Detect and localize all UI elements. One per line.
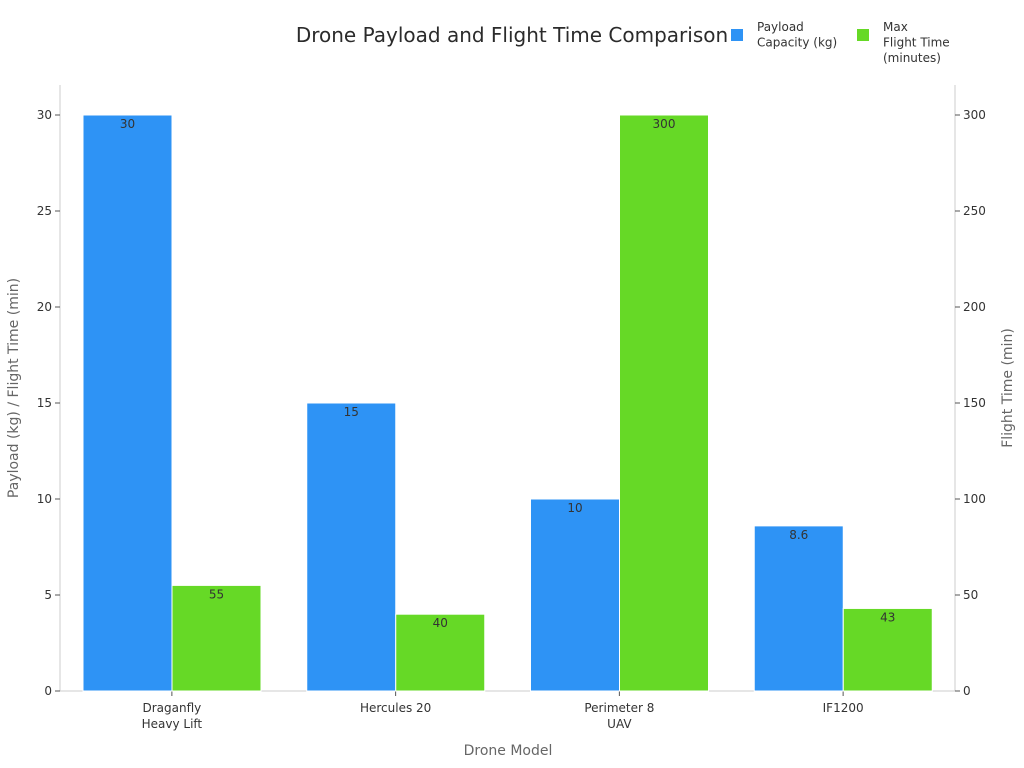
y-tick-label-left: 0 (44, 684, 52, 698)
y-tick-label-left: 20 (37, 300, 52, 314)
data-label-series-1-0: 55 (209, 587, 224, 601)
y-tick-label-right: 300 (963, 108, 986, 122)
y-tick-label-right: 100 (963, 492, 986, 506)
y-tick-label-right: 200 (963, 300, 986, 314)
x-tick-label: Hercules 20 (360, 701, 431, 715)
y-tick-label-right: 0 (963, 684, 971, 698)
bars: 30 55 15 40 10 300 8.6 43 (82, 114, 933, 692)
y-tick-label-left: 15 (37, 396, 52, 410)
bar-series-1-1 (395, 613, 486, 692)
bar-series-0-2 (530, 498, 620, 692)
y-tick-label-left: 30 (37, 108, 52, 122)
x-tick-label: Perimeter 8 UAV (584, 701, 654, 731)
data-label-series-1-1: 40 (433, 616, 448, 630)
y-axis-label-left: Payload (kg) / Flight Time (min) (6, 278, 22, 498)
y-tick-label-left: 10 (37, 492, 52, 506)
bar-series-0-1 (306, 402, 397, 692)
y-tick-label-right: 250 (963, 204, 986, 218)
legend-label-0: Payload Capacity (kg) (757, 20, 837, 50)
bar-series-0-3 (753, 525, 844, 692)
bar-series-1-3 (842, 607, 933, 692)
x-tick-label: Draganfly Heavy Lift (142, 701, 203, 731)
data-label-series-0-2: 10 (567, 501, 582, 515)
bar-series-0-0 (82, 114, 173, 692)
x-axis-label: Drone Model (464, 743, 553, 759)
bar-series-1-2 (619, 114, 709, 692)
data-label-series-0-3: 8.6 (789, 528, 808, 542)
chart-title: Drone Payload and Flight Time Comparison (296, 23, 728, 47)
legend: Payload Capacity (kg) Max Flight Time (minut… (731, 20, 950, 65)
y-tick-label-left: 25 (37, 204, 52, 218)
y-tick-label-left: 5 (44, 588, 52, 602)
data-label-series-0-0: 30 (120, 117, 135, 131)
data-label-series-1-3: 43 (880, 610, 895, 624)
y-tick-label-right: 150 (963, 396, 986, 410)
data-label-series-1-2: 300 (653, 117, 676, 131)
legend-swatch-1 (857, 29, 869, 41)
legend-swatch-0 (731, 29, 743, 41)
y-axis-label-right: Flight Time (min) (1000, 328, 1016, 448)
y-tick-label-right: 50 (963, 588, 978, 602)
legend-label-1: Max Flight Time (minutes) (883, 20, 950, 65)
x-tick-label: IF1200 (823, 701, 864, 715)
data-label-series-0-1: 15 (344, 405, 359, 419)
bar-series-1-0 (171, 584, 262, 692)
